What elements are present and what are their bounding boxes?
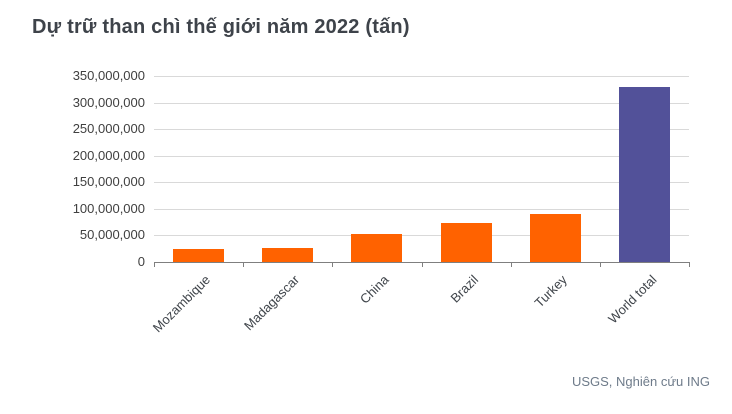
bar-turkey — [529, 214, 581, 262]
x-axis-tick — [599, 262, 601, 267]
bar-china — [351, 234, 403, 262]
x-tick-label-brazil: Brazil — [447, 272, 481, 306]
bar-mozambique — [173, 248, 225, 262]
y-tick-label-100000000: 100,000,000 — [72, 200, 145, 216]
x-axis-tick — [154, 262, 155, 267]
x-axis-tick — [421, 262, 423, 267]
y-tick-label-300000000: 300,000,000 — [72, 94, 145, 110]
x-axis-tick — [510, 262, 512, 267]
source-note: USGS, Nghiên cứu ING — [571, 374, 710, 389]
x-tick-label-china: China — [356, 272, 392, 307]
bar-madagascar — [262, 248, 314, 262]
y-tick-label-0: 0 — [137, 254, 145, 269]
gridline-300000000 — [154, 102, 689, 104]
x-tick-label-mozambique: Mozambique — [149, 272, 214, 336]
x-tick-label-world-total: World total — [604, 272, 660, 327]
gridline-350000000 — [154, 76, 689, 77]
bar-world-total — [618, 86, 670, 262]
y-tick-label-250000000: 250,000,000 — [72, 121, 145, 137]
y-tick-label-200000000: 200,000,000 — [72, 147, 145, 163]
y-tick-label-50000000: 50,000,000 — [79, 227, 145, 243]
gridline-50000000 — [154, 235, 689, 237]
gridline-100000000 — [154, 208, 689, 210]
x-tick-label-turkey: Turkey — [531, 272, 570, 311]
x-axis-tick — [689, 262, 690, 267]
gridline-250000000 — [154, 129, 689, 131]
y-tick-label-350000000: 350,000,000 — [72, 68, 145, 83]
y-tick-label-150000000: 150,000,000 — [72, 174, 145, 190]
gridline-200000000 — [154, 155, 689, 157]
chart-title: Dự trữ than chì thế giới năm 2022 (tấn) — [32, 16, 410, 38]
x-axis-tick — [332, 262, 334, 267]
gridline-150000000 — [154, 182, 689, 184]
x-tick-label-madagascar: Madagascar — [241, 272, 303, 334]
x-axis-tick — [243, 262, 245, 267]
bar-brazil — [440, 222, 492, 262]
plot-area — [154, 76, 690, 267]
